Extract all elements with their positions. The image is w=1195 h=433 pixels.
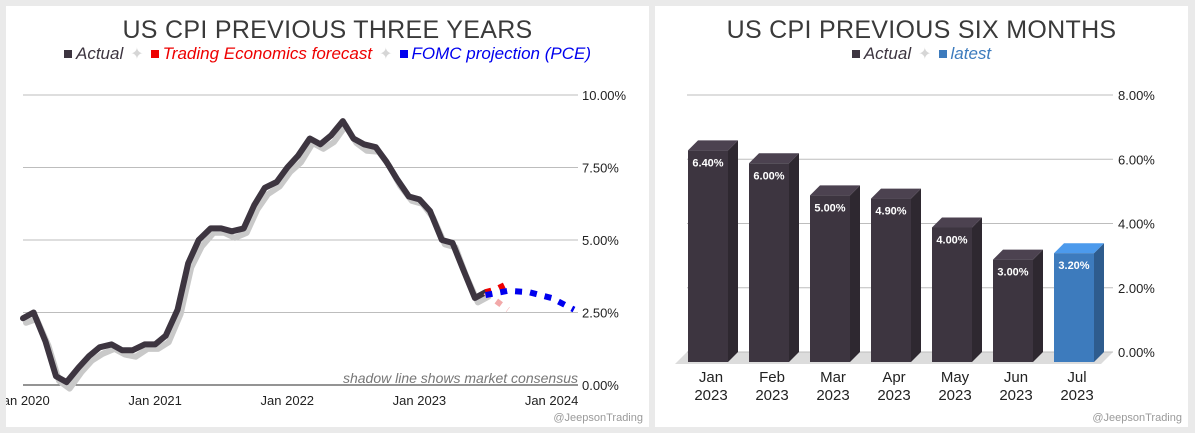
legend-te-swatch [150, 50, 159, 59]
bar-top [993, 249, 1043, 260]
legend-actual: Actual [851, 44, 911, 63]
bar-top [749, 153, 799, 164]
cpi-six-months-panel: US CPI PREVIOUS SIX MONTHS Actual ✦ latest… [655, 6, 1188, 427]
legend-actual-swatch [64, 50, 72, 59]
y-tick-label: 5.00% [582, 233, 619, 248]
bar-top [1054, 243, 1104, 254]
y-tick-label: 4.00% [1118, 217, 1155, 232]
te-forecast-line [484, 280, 510, 296]
x-tick-label-month: May [941, 369, 970, 386]
bar-feb [749, 163, 789, 362]
y-tick-label: 6.00% [1118, 152, 1155, 167]
left-line-chart: 10.00% 7.50% 5.00% 2.50% 0.00% Jan 2020 Jan 20… [6, 88, 627, 408]
legend-latest: latest [938, 44, 991, 63]
bar-mar [810, 195, 850, 362]
x-tick-label-year: 2023 [877, 387, 910, 404]
x-tick-label-year: 2023 [755, 387, 788, 404]
x-tick-label: Jan 2024 [525, 393, 579, 408]
bar-jun [993, 259, 1033, 362]
y-tick-label: 2.00% [1118, 281, 1155, 296]
legend-latest-swatch [938, 50, 947, 59]
bar-side [972, 217, 982, 362]
x-tick-label: Jan 2023 [393, 393, 447, 408]
x-tick-label-month: Jul [1067, 369, 1086, 386]
bar-side [728, 140, 738, 362]
actual-cpi-line [20, 118, 489, 386]
y-tick-label: 2.50% [582, 306, 619, 321]
y-tick-label: 0.00% [1118, 345, 1155, 360]
right-bar-chart: 8.00%6.00%4.00%2.00%0.00%6.40%Jan20236.0… [675, 88, 1155, 404]
consensus-note: shadow line shows market consensus [343, 370, 578, 386]
bar-value-label: 4.90% [875, 206, 906, 218]
x-tick-label-year: 2023 [1060, 387, 1093, 404]
x-tick-label-month: Jan [699, 369, 723, 386]
x-tick-label: Jan 2021 [128, 393, 182, 408]
bar-side [789, 153, 799, 362]
bar-value-label: 3.20% [1058, 260, 1089, 272]
bar-top [688, 140, 738, 151]
left-legend: Actual ✦ Trading Economics forecast ✦ FOMC p… [6, 44, 649, 64]
right-chart-title: US CPI PREVIOUS SIX MONTHS [726, 16, 1117, 44]
right-credit: @JeepsonTrading [1092, 412, 1182, 424]
y-tick-label: 8.00% [1118, 88, 1155, 103]
left-chart-title: US CPI PREVIOUS THREE YEARS [122, 16, 533, 44]
fomc-projection-line [484, 287, 576, 313]
consensus-shadow-line [23, 122, 492, 392]
legend-fomc: FOMC projection (PCE) [399, 44, 591, 63]
bar-jan [688, 150, 728, 362]
y-tick-label: 0.00% [582, 378, 619, 393]
bar-value-label: 4.00% [936, 235, 967, 247]
bar-value-label: 6.40% [692, 157, 723, 169]
legend-separator-icon: ✦ [130, 46, 144, 63]
x-tick-label-year: 2023 [938, 387, 971, 404]
x-tick-label: Jan 2020 [6, 393, 50, 408]
legend-separator-icon: ✦ [918, 46, 932, 63]
legend-actual-swatch [851, 50, 860, 59]
legend-actual: Actual [64, 44, 123, 63]
bar-apr [871, 198, 911, 362]
bar-side [850, 185, 860, 362]
bar-side [1094, 243, 1104, 362]
bar-value-label: 6.00% [753, 170, 784, 182]
legend-fomc-swatch [399, 50, 408, 59]
right-legend: Actual ✦ latest [655, 44, 1188, 64]
legend-te-forecast: Trading Economics forecast [150, 44, 372, 63]
bar-value-label: 5.00% [814, 202, 845, 214]
bar-may [932, 227, 972, 362]
x-tick-label-month: Apr [882, 369, 905, 386]
bar-top [871, 188, 921, 199]
bar-side [911, 188, 921, 362]
bar-value-label: 3.00% [997, 267, 1028, 279]
cpi-three-years-panel: US CPI PREVIOUS THREE YEARS Actual ✦ Tradi… [6, 6, 649, 427]
x-tick-label-year: 2023 [999, 387, 1032, 404]
x-tick-label: Jan 2022 [261, 393, 315, 408]
y-tick-label: 7.50% [582, 161, 619, 176]
bar-top [932, 217, 982, 228]
x-tick-label-year: 2023 [694, 387, 727, 404]
bar-top [810, 185, 860, 196]
x-tick-label-month: Mar [820, 369, 846, 386]
bar-side [1033, 249, 1043, 362]
x-tick-label-month: Feb [759, 369, 785, 386]
x-tick-label-year: 2023 [816, 387, 849, 404]
bar-jul [1054, 253, 1094, 362]
left-credit: @JeepsonTrading [553, 412, 643, 424]
x-tick-label-month: Jun [1004, 369, 1028, 386]
y-tick-label: 10.00% [582, 88, 627, 103]
legend-separator-icon: ✦ [379, 46, 393, 63]
